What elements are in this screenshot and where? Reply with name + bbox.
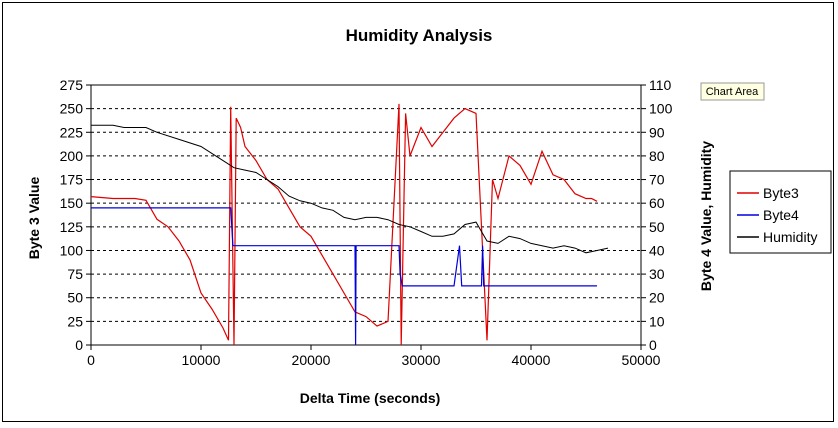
y2-tick-label: 50 [649,219,665,235]
y2-tick-label: 10 [649,313,665,329]
y-tick-label: 150 [60,195,84,211]
legend[interactable]: Byte3 Byte4 Humidity [729,170,832,254]
y-tick-label: 100 [60,242,84,258]
y2-tick-label: 0 [649,337,657,353]
x-tick-label: 20000 [292,352,331,368]
y2-tick-label: 80 [649,148,665,164]
y2-tick-label: 110 [649,77,672,93]
y2-tick-label: 40 [649,242,665,258]
legend-label-byte3: Byte3 [763,185,799,201]
chart-title: Humidity Analysis [346,26,493,45]
y2-tick-label: 100 [649,101,673,117]
y2-axis-title: Byte 4 Value, Humidity [698,141,714,291]
y2-tick-label: 60 [649,195,665,211]
y-tick-label: 0 [75,337,83,353]
y2-tick-label: 70 [649,172,665,188]
chart-frame: Humidity Analysis Chart Area 0 10000 20000… [2,2,834,422]
y-tick-label: 125 [60,219,84,235]
y-tick-label: 225 [60,124,84,140]
series-line-humidity [91,124,609,254]
y-tick-label: 25 [67,313,83,329]
x-tick-label: 0 [87,352,95,368]
y2-tick-label: 20 [649,290,665,306]
grid-lines [91,108,641,322]
x-tick-label: 10000 [182,352,221,368]
series-line-byte4 [91,207,597,346]
chart-area-tooltip-box [700,82,765,101]
x-tick-label: 50000 [622,352,661,368]
y-tick-label: 275 [60,77,84,93]
y-tick-label: 50 [67,290,83,306]
x-axis-title: Delta Time (seconds) [300,390,441,406]
chart-area-tooltip: Chart Area [706,86,759,98]
series-line-byte3 [90,103,598,346]
y-tick-label: 175 [60,172,84,188]
legend-label-byte4: Byte4 [763,207,799,223]
axes-layer: 0 10000 20000 30000 40000 5000002550751001251… [60,77,673,368]
plot-area[interactable] [90,84,642,346]
legend-label-humidity: Humidity [763,229,817,245]
x-tick-label: 40000 [512,352,551,368]
y-axis-title: Byte 3 Value [26,177,42,260]
y-tick-label: 75 [67,266,83,282]
series-layer [90,103,609,346]
y2-tick-label: 30 [649,266,665,282]
x-tick-label: 30000 [402,352,441,368]
y2-tick-label: 90 [649,124,665,140]
chart-svg: Humidity Analysis Chart Area 0 10000 20000… [26,26,832,406]
legend-box [729,170,832,254]
y-tick-label: 200 [60,148,84,164]
y-tick-label: 250 [60,101,84,117]
